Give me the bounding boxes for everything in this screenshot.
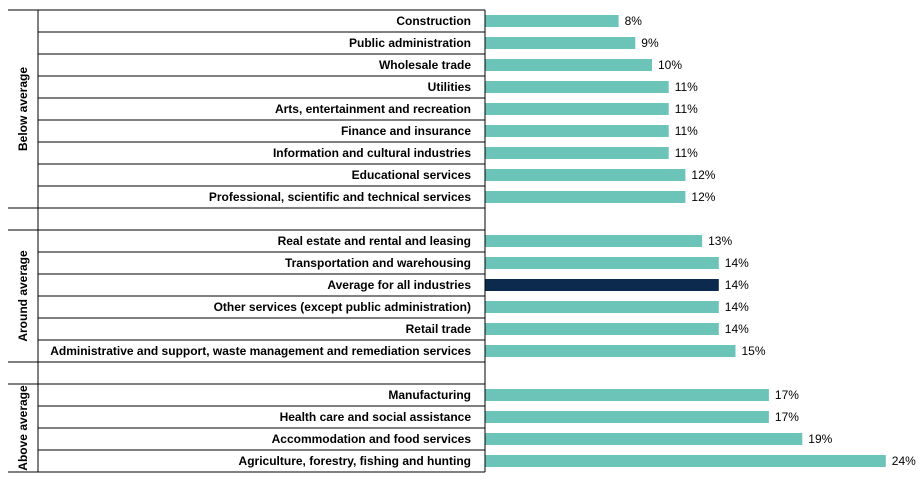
category-label: Transportation and warehousing — [285, 256, 471, 270]
bar — [485, 389, 769, 401]
bar — [485, 191, 686, 203]
bar — [485, 279, 719, 291]
bar — [485, 433, 803, 445]
data-label: 11% — [675, 146, 698, 160]
bar — [485, 147, 669, 159]
bar — [485, 235, 703, 247]
category-label: Utilities — [428, 80, 472, 94]
data-label: 11% — [675, 80, 698, 94]
category-label: Professional, scientific and technical s… — [209, 190, 471, 204]
data-label: 11% — [675, 124, 698, 138]
category-label: Educational services — [352, 168, 472, 182]
data-label: 14% — [725, 322, 749, 336]
bar — [485, 455, 886, 467]
bar — [485, 81, 669, 93]
bar — [485, 411, 769, 423]
bar — [485, 37, 636, 49]
data-label: 14% — [725, 256, 749, 270]
bar — [485, 301, 719, 313]
bar — [485, 323, 719, 335]
group-label: Around average — [16, 250, 30, 342]
data-label: 10% — [658, 58, 682, 72]
bar — [485, 125, 669, 137]
category-label: Agriculture, forestry, fishing and hunti… — [239, 454, 471, 468]
data-label: 14% — [725, 300, 749, 314]
data-label: 12% — [691, 190, 715, 204]
category-label: Accommodation and food services — [272, 432, 472, 446]
category-label: Real estate and rental and leasing — [278, 234, 471, 248]
category-label: Average for all industries — [327, 278, 471, 292]
data-label: 8% — [625, 14, 643, 28]
bar — [485, 15, 619, 27]
category-label: Manufacturing — [388, 388, 471, 402]
bar — [485, 169, 686, 181]
group-label: Below average — [16, 67, 30, 151]
data-label: 17% — [775, 410, 799, 424]
category-label: Public administration — [349, 36, 471, 50]
data-label: 12% — [691, 168, 715, 182]
category-label: Construction — [396, 14, 471, 28]
category-label: Arts, entertainment and recreation — [275, 102, 471, 116]
bar — [485, 103, 669, 115]
group-label: Above average — [16, 385, 30, 471]
data-label: 19% — [808, 432, 832, 446]
category-label: Health care and social assistance — [280, 410, 472, 424]
category-label: Wholesale trade — [379, 58, 471, 72]
category-label: Retail trade — [406, 322, 472, 336]
category-label: Finance and insurance — [341, 124, 471, 138]
data-label: 11% — [675, 102, 698, 116]
bar — [485, 59, 652, 71]
category-label: Other services (except public administra… — [214, 300, 471, 314]
data-label: 17% — [775, 388, 799, 402]
data-label: 13% — [708, 234, 732, 248]
data-label: 9% — [641, 36, 659, 50]
data-label: 14% — [725, 278, 749, 292]
bar — [485, 345, 736, 357]
data-label: 15% — [742, 344, 766, 358]
data-label: 24% — [892, 454, 916, 468]
category-label: Administrative and support, waste manage… — [50, 344, 471, 358]
bar — [485, 257, 719, 269]
category-label: Information and cultural industries — [273, 146, 471, 160]
